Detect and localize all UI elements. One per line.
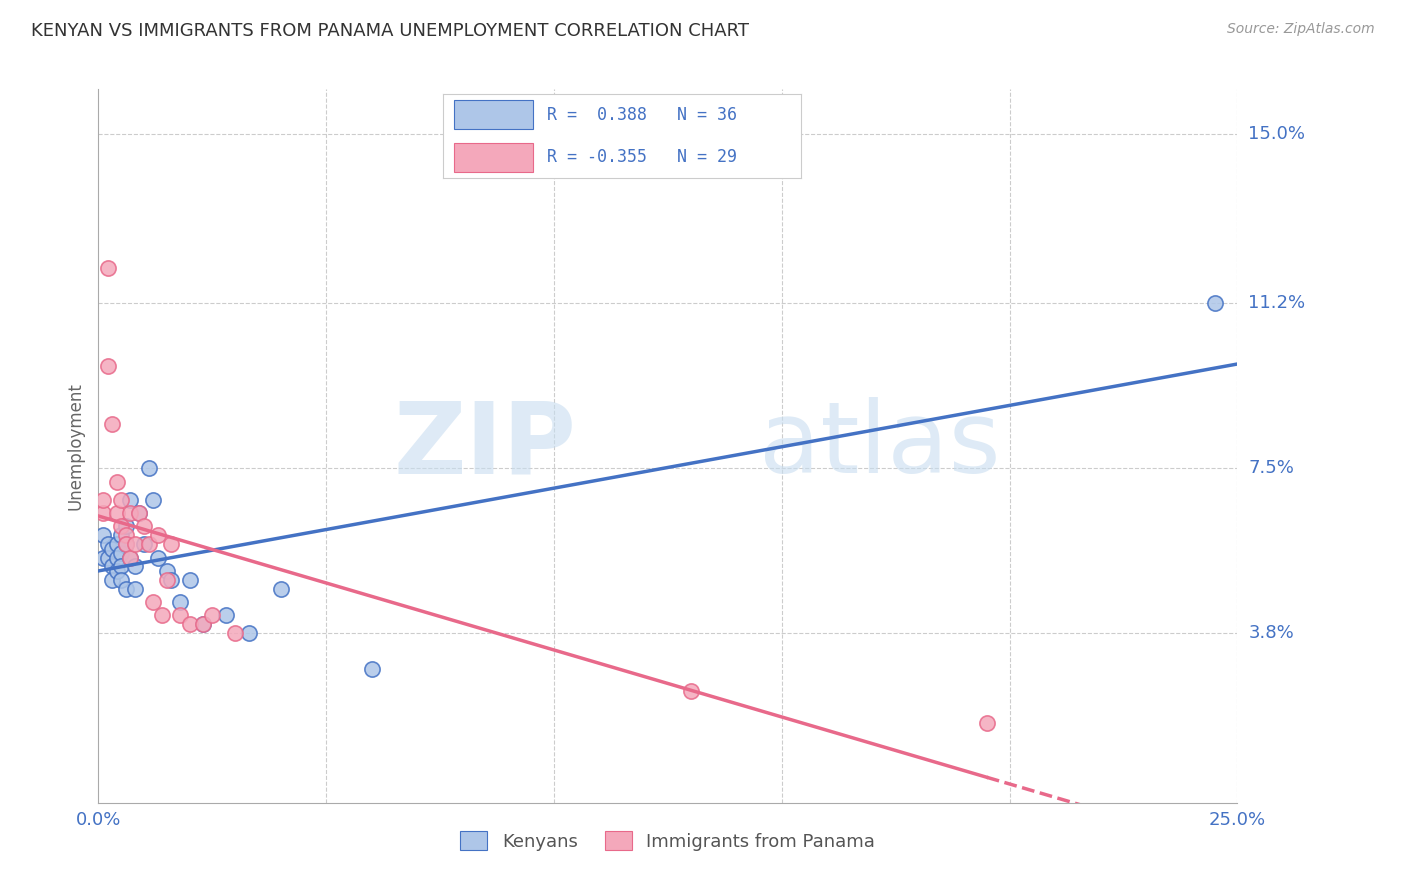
- Point: [96, 359, 118, 373]
- Point: [138, 461, 160, 475]
- Point: [110, 519, 132, 533]
- Point: [179, 573, 201, 587]
- Point: [105, 550, 128, 565]
- Point: [110, 559, 132, 574]
- Point: [142, 492, 165, 507]
- Text: KENYAN VS IMMIGRANTS FROM PANAMA UNEMPLOYMENT CORRELATION CHART: KENYAN VS IMMIGRANTS FROM PANAMA UNEMPLO…: [31, 22, 749, 40]
- Point: [91, 528, 114, 542]
- Point: [160, 537, 183, 551]
- Point: [105, 506, 128, 520]
- Point: [179, 617, 201, 632]
- Point: [124, 537, 146, 551]
- Point: [124, 559, 146, 574]
- Point: [238, 626, 260, 640]
- Point: [215, 608, 238, 623]
- Text: 15.0%: 15.0%: [1249, 125, 1305, 143]
- Point: [91, 506, 114, 520]
- Text: R = -0.355   N = 29: R = -0.355 N = 29: [547, 148, 737, 166]
- Point: [101, 573, 124, 587]
- Point: [201, 608, 224, 623]
- Point: [146, 550, 169, 565]
- Point: [193, 617, 215, 632]
- Point: [146, 528, 169, 542]
- Point: [110, 573, 132, 587]
- Point: [360, 662, 382, 676]
- Point: [132, 537, 155, 551]
- Point: [105, 564, 128, 578]
- Point: [169, 595, 191, 609]
- Point: [679, 684, 702, 698]
- Point: [96, 537, 118, 551]
- Point: [132, 519, 155, 533]
- Point: [101, 417, 124, 431]
- Point: [120, 550, 142, 565]
- Point: [120, 492, 142, 507]
- Text: 3.8%: 3.8%: [1249, 624, 1294, 642]
- Point: [96, 550, 118, 565]
- Point: [120, 550, 142, 565]
- Point: [114, 582, 136, 596]
- Point: [138, 537, 160, 551]
- Text: R =  0.388   N = 36: R = 0.388 N = 36: [547, 106, 737, 124]
- Point: [110, 492, 132, 507]
- Text: ZIP: ZIP: [394, 398, 576, 494]
- Point: [160, 573, 183, 587]
- Point: [105, 537, 128, 551]
- Text: 7.5%: 7.5%: [1249, 459, 1295, 477]
- Point: [1204, 296, 1226, 310]
- Point: [96, 260, 118, 275]
- Point: [120, 506, 142, 520]
- Point: [124, 582, 146, 596]
- Point: [114, 519, 136, 533]
- Bar: [454, 101, 533, 129]
- Bar: [454, 143, 533, 171]
- Point: [156, 564, 179, 578]
- Point: [156, 573, 179, 587]
- Point: [976, 715, 998, 730]
- Point: [91, 492, 114, 507]
- Point: [101, 559, 124, 574]
- Point: [128, 506, 150, 520]
- Point: [224, 626, 246, 640]
- Point: [114, 537, 136, 551]
- Point: [91, 550, 114, 565]
- Point: [101, 541, 124, 556]
- Point: [110, 546, 132, 560]
- Point: [142, 595, 165, 609]
- Legend: Kenyans, Immigrants from Panama: Kenyans, Immigrants from Panama: [453, 824, 883, 858]
- Text: 11.2%: 11.2%: [1249, 294, 1306, 312]
- Text: atlas: atlas: [759, 398, 1001, 494]
- Point: [114, 537, 136, 551]
- Point: [110, 528, 132, 542]
- Point: [150, 608, 173, 623]
- Y-axis label: Unemployment: Unemployment: [66, 382, 84, 510]
- Text: Source: ZipAtlas.com: Source: ZipAtlas.com: [1227, 22, 1375, 37]
- Point: [114, 528, 136, 542]
- Point: [105, 475, 128, 489]
- Point: [128, 506, 150, 520]
- Point: [169, 608, 191, 623]
- Point: [270, 582, 292, 596]
- Point: [193, 617, 215, 632]
